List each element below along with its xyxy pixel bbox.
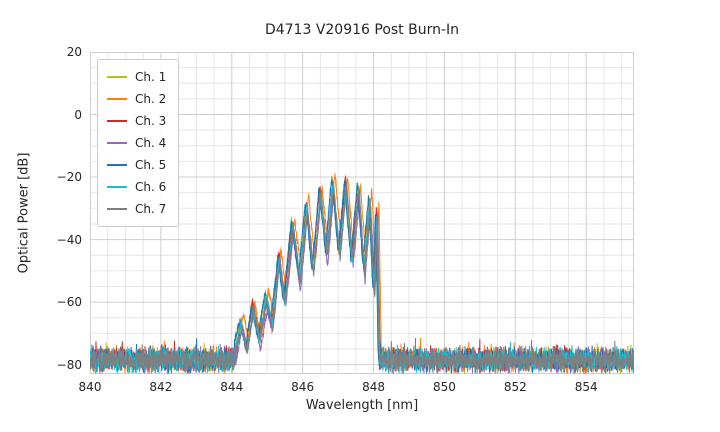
x-tick-label: 848: [362, 380, 385, 394]
legend-item-label: Ch. 2: [135, 92, 167, 106]
spectrum-plot-canvas: [90, 52, 634, 374]
legend-line-swatch: [107, 142, 127, 144]
y-tick-label: −80: [56, 357, 82, 372]
legend-line-swatch: [107, 120, 127, 122]
x-tick-label: 850: [432, 380, 456, 394]
x-tick-label: 854: [574, 380, 598, 394]
y-tick-label: −40: [56, 232, 82, 247]
legend-item: Ch. 2: [107, 88, 166, 110]
legend-item: Ch. 7: [107, 198, 166, 220]
legend-line-swatch: [107, 186, 127, 188]
chart-title: D4713 V20916 Post Burn-In: [264, 22, 460, 38]
legend-line-swatch: [107, 208, 127, 210]
x-tick-label: 844: [220, 380, 244, 394]
x-tick-label: 852: [503, 380, 527, 394]
y-tick-label: 0: [74, 107, 82, 122]
legend-item-label: Ch. 7: [135, 202, 167, 216]
legend: Ch. 1 Ch. 2 Ch. 3 Ch. 4 Ch. 5 Ch. 6 Ch. 7: [97, 59, 180, 227]
legend-line-swatch: [107, 164, 127, 166]
x-tick-label: 842: [149, 380, 173, 394]
legend-item: Ch. 6: [107, 176, 166, 198]
legend-item-label: Ch. 3: [135, 114, 167, 128]
legend-item: Ch. 5: [107, 154, 166, 176]
y-axis-label: Optical Power [dB]: [16, 152, 32, 274]
legend-item-label: Ch. 6: [135, 180, 167, 194]
legend-item: Ch. 1: [107, 66, 166, 88]
legend-line-swatch: [107, 76, 127, 78]
plot-area: Ch. 1 Ch. 2 Ch. 3 Ch. 4 Ch. 5 Ch. 6 Ch. 7: [90, 52, 634, 374]
x-tick-label: 840: [78, 380, 102, 394]
y-tick-label: −60: [56, 295, 82, 310]
legend-item-label: Ch. 5: [135, 158, 167, 172]
legend-item-label: Ch. 1: [135, 70, 167, 84]
x-axis-label: Wavelength [nm]: [305, 398, 419, 413]
legend-item-label: Ch. 4: [135, 136, 167, 150]
legend-item: Ch. 3: [107, 110, 166, 132]
y-tick-label: 20: [66, 45, 82, 59]
x-tick-label: 846: [291, 380, 315, 394]
y-tick-label: −20: [56, 170, 82, 185]
legend-item: Ch. 4: [107, 132, 166, 154]
legend-line-swatch: [107, 98, 127, 100]
